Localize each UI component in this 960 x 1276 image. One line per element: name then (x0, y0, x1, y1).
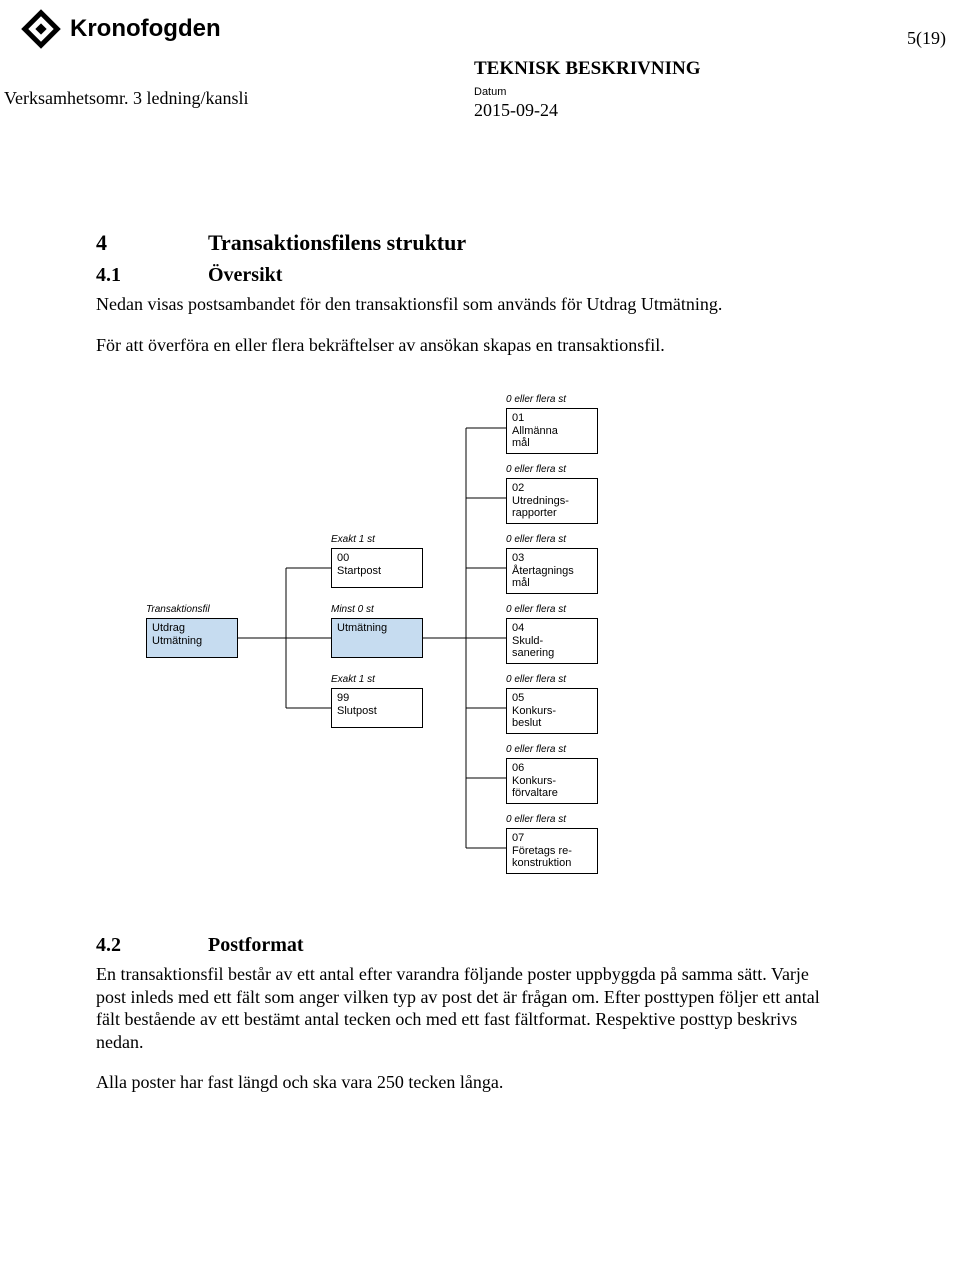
diagram-caption-n04: 0 eller flera st (506, 604, 566, 615)
section-number: 4 (96, 230, 208, 256)
page-number: 5(19) (907, 28, 946, 49)
subsection-title: Översikt (208, 264, 282, 287)
datum-value: 2015-09-24 (474, 100, 558, 121)
section-4-heading: 4 Transaktionsfilens struktur (96, 230, 876, 256)
diagram-caption-n05: 0 eller flera st (506, 674, 566, 685)
datum-label: Datum (474, 86, 506, 98)
diagram-node-n03: 03Återtagningsmål (506, 548, 598, 594)
section-4-1-heading: 4.1 Översikt (96, 264, 876, 287)
paragraph: För att överföra en eller flera bekräfte… (96, 334, 836, 357)
subsection-number: 4.1 (96, 264, 208, 287)
diagram-node-slut: 99Slutpost (331, 688, 423, 728)
diagram-caption-start: Exakt 1 st (331, 534, 375, 545)
diagram-node-n01: 01Allmännamål (506, 408, 598, 454)
section-title: Transaktionsfilens struktur (208, 230, 466, 256)
logo-icon (18, 6, 64, 52)
diagram-node-n06: 06Konkurs-förvaltare (506, 758, 598, 804)
doc-title: TEKNISK BESKRIVNING (474, 58, 700, 80)
diagram-node-start: 00Startpost (331, 548, 423, 588)
subsection-number: 4.2 (96, 934, 208, 957)
paragraph: Nedan visas postsambandet för den transa… (96, 293, 836, 316)
diagram-node-n07: 07Företags re-konstruktion (506, 828, 598, 874)
diagram-caption-slut: Exakt 1 st (331, 674, 375, 685)
org-unit: Verksamhetsomr. 3 ledning/kansli (4, 88, 248, 109)
logo: Kronofogden (18, 6, 221, 52)
diagram-node-root: UtdragUtmätning (146, 618, 238, 658)
diagram-node-utm: Utmätning (331, 618, 423, 658)
diagram-caption-n06: 0 eller flera st (506, 744, 566, 755)
content: 4 Transaktionsfilens struktur 4.1 Översi… (96, 230, 876, 1112)
paragraph: Alla poster har fast längd och ska vara … (96, 1071, 836, 1094)
section-4-2-heading: 4.2 Postformat (96, 934, 876, 957)
diagram-caption-n01: 0 eller flera st (506, 394, 566, 405)
diagram-caption-n03: 0 eller flera st (506, 534, 566, 545)
document-header: Kronofogden 5(19) TEKNISK BESKRIVNING Da… (0, 0, 960, 140)
diagram-caption-n02: 0 eller flera st (506, 464, 566, 475)
logo-text: Kronofogden (70, 15, 221, 43)
diagram-node-n05: 05Konkurs-beslut (506, 688, 598, 734)
diagram-caption-utm: Minst 0 st (331, 604, 374, 615)
diagram-node-n04: 04Skuld-sanering (506, 618, 598, 664)
diagram-node-n02: 02Utrednings-rapporter (506, 478, 598, 524)
paragraph: En transaktionsfil består av ett antal e… (96, 963, 836, 1053)
diagram-caption-n07: 0 eller flera st (506, 814, 566, 825)
structure-diagram: UtdragUtmätning Transaktionsfil 00Startpos… (136, 374, 756, 914)
subsection-title: Postformat (208, 934, 304, 957)
diagram-caption-root: Transaktionsfil (146, 604, 210, 615)
